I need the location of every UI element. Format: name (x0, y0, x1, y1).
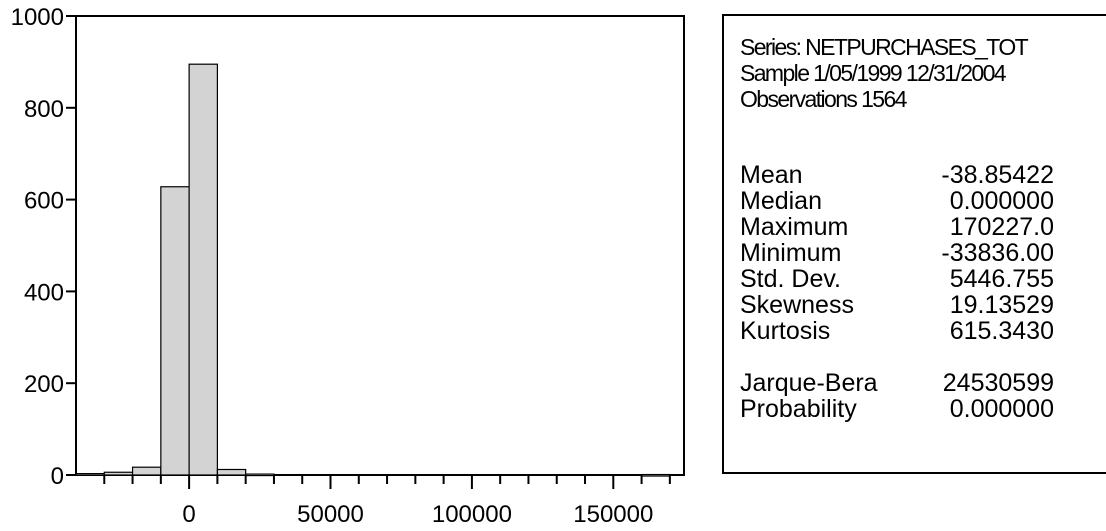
histogram-bar (188, 63, 218, 476)
stat-label: Kurtosis (740, 317, 831, 345)
stat-value: 170227.0 (949, 213, 1054, 241)
histogram-bar (640, 473, 671, 477)
stat-label: Std. Dev. (740, 265, 841, 293)
histogram-chart: 0 50000 100000 150000 0 200 400 600 800 1000 (11, 4, 685, 528)
y-tick-label: 200 (24, 371, 64, 398)
stat-value: 0.000000 (949, 395, 1054, 423)
histogram-bar (160, 186, 190, 476)
histogram-bar (103, 471, 134, 476)
observations-count: Observations 1564 (740, 86, 907, 112)
stat-label: Maximum (740, 213, 849, 241)
x-axis: 0 50000 100000 150000 (103, 475, 671, 528)
stat-value: 24530599 (942, 369, 1054, 397)
descriptive-statistics-panel: Series: NETPURCHASES_TOT Sample 1/05/199… (722, 14, 1106, 474)
stat-label: Minimum (740, 239, 842, 267)
histogram-bars (75, 63, 671, 477)
x-tick-label: 100000 (432, 501, 512, 528)
x-tick-label: 50000 (297, 501, 364, 528)
sample-range: Sample 1/05/1999 12/31/2004 (740, 60, 1007, 86)
y-tick-label: 0 (51, 463, 64, 490)
stat-value: 19.13529 (949, 291, 1054, 319)
histogram-bar (245, 473, 275, 477)
stat-label: Skewness (740, 291, 854, 319)
stat-value: 615.3430 (949, 317, 1054, 345)
series-name: Series: NETPURCHASES_TOT (740, 34, 1029, 60)
stats-header: Series: NETPURCHASES_TOT Sample 1/05/199… (740, 34, 1029, 112)
histogram-bar (75, 473, 105, 476)
histogram-bar (131, 466, 162, 476)
y-tick-label: 800 (24, 96, 64, 123)
stat-label: Probability (740, 395, 857, 423)
x-tick-label: 0 (182, 501, 195, 528)
histogram-bar (216, 468, 247, 476)
stat-value: 0.000000 (949, 187, 1054, 215)
stat-label: Jarque-Bera (740, 369, 878, 397)
y-axis: 0 200 400 600 800 1000 (11, 4, 76, 490)
stat-value: -33836.00 (941, 239, 1054, 267)
x-tick-label: 150000 (573, 501, 653, 528)
stat-value: -38.85422 (941, 161, 1054, 189)
y-tick-label: 400 (24, 279, 64, 306)
stat-label: Mean (740, 161, 803, 189)
y-tick-label: 600 (24, 188, 64, 215)
stat-label: Median (740, 187, 822, 215)
y-tick-label: 1000 (11, 4, 64, 31)
stat-value: 5446.755 (949, 265, 1054, 293)
